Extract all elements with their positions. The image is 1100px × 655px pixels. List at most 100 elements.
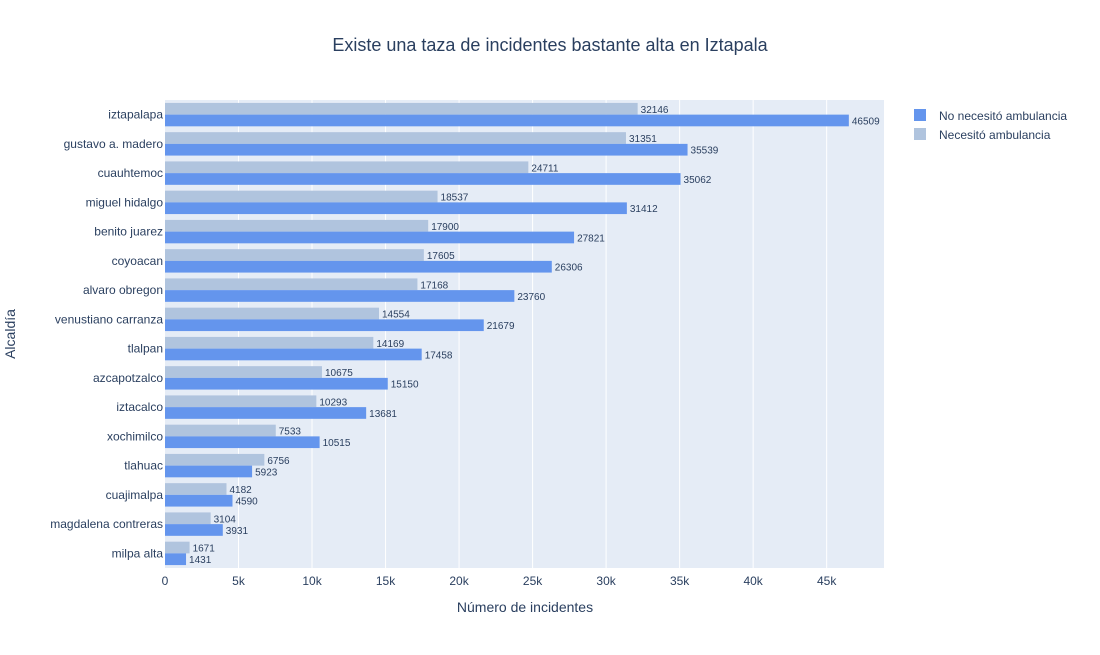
bar-necesito-ambulancia [165, 102, 638, 115]
x-tick-label: 30k [596, 574, 616, 588]
data-label: 14169 [376, 339, 404, 350]
data-label: 35062 [684, 175, 712, 186]
y-tick-label: azcapotzalco [93, 371, 163, 385]
data-label: 10515 [323, 438, 351, 449]
legend-item-no-ambulancia[interactable]: No necesitó ambulancia [914, 109, 1067, 123]
legend-label-no-ambulancia: No necesitó ambulancia [939, 109, 1067, 123]
y-tick-label: coyoacan [112, 254, 163, 268]
bar-no-necesito-ambulancia [165, 407, 367, 419]
bar-no-necesito-ambulancia [165, 260, 552, 273]
y-tick-label: miguel hidalgo [86, 195, 164, 209]
y-tick-label: magdalena contreras [50, 517, 163, 531]
x-tick-labels: 0 5k 10k 15k 20k 25k 30k 35k 40k 45k [162, 574, 838, 588]
data-label: 6756 [267, 456, 290, 467]
data-label: 15150 [391, 380, 419, 391]
bar-no-necesito-ambulancia [165, 553, 187, 566]
data-label: 14554 [382, 310, 410, 321]
data-label: 46509 [852, 116, 880, 127]
bar-necesito-ambulancia [165, 249, 424, 261]
data-label: 27821 [577, 233, 605, 244]
bar-necesito-ambulancia [165, 424, 276, 437]
bar-necesito-ambulancia [165, 278, 418, 291]
data-label: 1671 [193, 544, 216, 555]
data-label: 3931 [226, 526, 249, 537]
bar-no-necesito-ambulancia [165, 319, 484, 332]
legend-item-ambulancia[interactable]: Necesitó ambulancia [914, 128, 1051, 142]
data-labels-group: 32146 46509 31351 35539 24711 35062 18537 31412… [189, 105, 880, 566]
data-label: 35539 [691, 146, 719, 157]
bar-no-necesito-ambulancia [165, 524, 223, 536]
y-tick-label: alvaro obregon [83, 283, 163, 297]
x-tick-label: 35k [670, 574, 690, 588]
bar-necesito-ambulancia [165, 219, 429, 232]
y-tick-label: benito juarez [94, 225, 163, 239]
x-tick-label: 45k [817, 574, 837, 588]
data-label: 32146 [641, 105, 669, 116]
y-axis-title: Alcaldía [2, 309, 18, 359]
bar-necesito-ambulancia [165, 512, 211, 525]
y-tick-label: cuauhtemoc [98, 166, 163, 180]
y-tick-label: gustavo a. madero [64, 137, 164, 151]
y-tick-label: cuajimalpa [106, 488, 164, 502]
data-label: 5923 [255, 467, 278, 478]
bar-necesito-ambulancia [165, 483, 227, 495]
y-tick-label: iztacalco [116, 400, 163, 414]
x-axis-title: Número de incidentes [457, 599, 593, 615]
chart-title: Existe una taza de incidentes bastante a… [332, 35, 768, 55]
x-tick-label: 25k [523, 574, 543, 588]
data-label: 10293 [319, 397, 347, 408]
data-label: 4182 [229, 485, 252, 496]
bar-no-necesito-ambulancia [165, 114, 849, 127]
bar-necesito-ambulancia [165, 395, 317, 408]
bar-no-necesito-ambulancia [165, 290, 515, 302]
data-label: 13681 [369, 409, 397, 420]
data-label: 17168 [420, 280, 448, 291]
y-tick-label: tlahuac [124, 459, 163, 473]
legend-swatch-ambulancia [914, 128, 926, 140]
data-label: 23760 [517, 292, 545, 303]
data-label: 1431 [189, 555, 212, 566]
y-tick-label: milpa alta [112, 546, 164, 560]
bar-necesito-ambulancia [165, 132, 626, 144]
bar-necesito-ambulancia [165, 453, 265, 466]
bar-necesito-ambulancia [165, 161, 529, 174]
bar-no-necesito-ambulancia [165, 348, 422, 361]
y-tick-label: tlalpan [128, 342, 163, 356]
data-label: 17900 [431, 222, 459, 233]
legend-swatch-no-ambulancia [914, 109, 926, 121]
data-label: 26306 [555, 263, 583, 274]
bar-no-necesito-ambulancia [165, 143, 688, 156]
data-label: 21679 [487, 321, 515, 332]
bar-no-necesito-ambulancia [165, 231, 575, 244]
x-tick-label: 15k [376, 574, 396, 588]
y-tick-label: iztapalapa [108, 108, 163, 122]
bar-necesito-ambulancia [165, 366, 322, 378]
data-label: 4590 [235, 497, 258, 508]
x-tick-label: 5k [232, 574, 246, 588]
bar-no-necesito-ambulancia [165, 436, 320, 449]
data-label: 10675 [325, 368, 353, 379]
bars-group [165, 102, 849, 566]
bar-no-necesito-ambulancia [165, 494, 233, 507]
bar-necesito-ambulancia [165, 336, 374, 349]
y-tick-labels: iztapalapa gustavo a. madero cuauhtemoc mig… [50, 108, 163, 561]
bar-necesito-ambulancia [165, 541, 190, 554]
legend-label-ambulancia: Necesitó ambulancia [939, 128, 1051, 142]
x-tick-label: 20k [449, 574, 469, 588]
bar-necesito-ambulancia [165, 190, 438, 203]
bar-necesito-ambulancia [165, 307, 379, 320]
data-label: 31412 [630, 204, 658, 215]
data-label: 17605 [427, 251, 455, 262]
bar-no-necesito-ambulancia [165, 173, 681, 185]
data-label: 17458 [425, 350, 453, 361]
legend[interactable]: No necesitó ambulancia Necesitó ambulanc… [914, 109, 1067, 142]
x-tick-label: 10k [302, 574, 322, 588]
y-tick-label: venustiano carranza [55, 312, 163, 326]
data-label: 31351 [629, 134, 657, 145]
data-label: 18537 [441, 193, 469, 204]
bar-no-necesito-ambulancia [165, 465, 253, 478]
bar-no-necesito-ambulancia [165, 377, 388, 390]
data-label: 24711 [531, 163, 559, 174]
